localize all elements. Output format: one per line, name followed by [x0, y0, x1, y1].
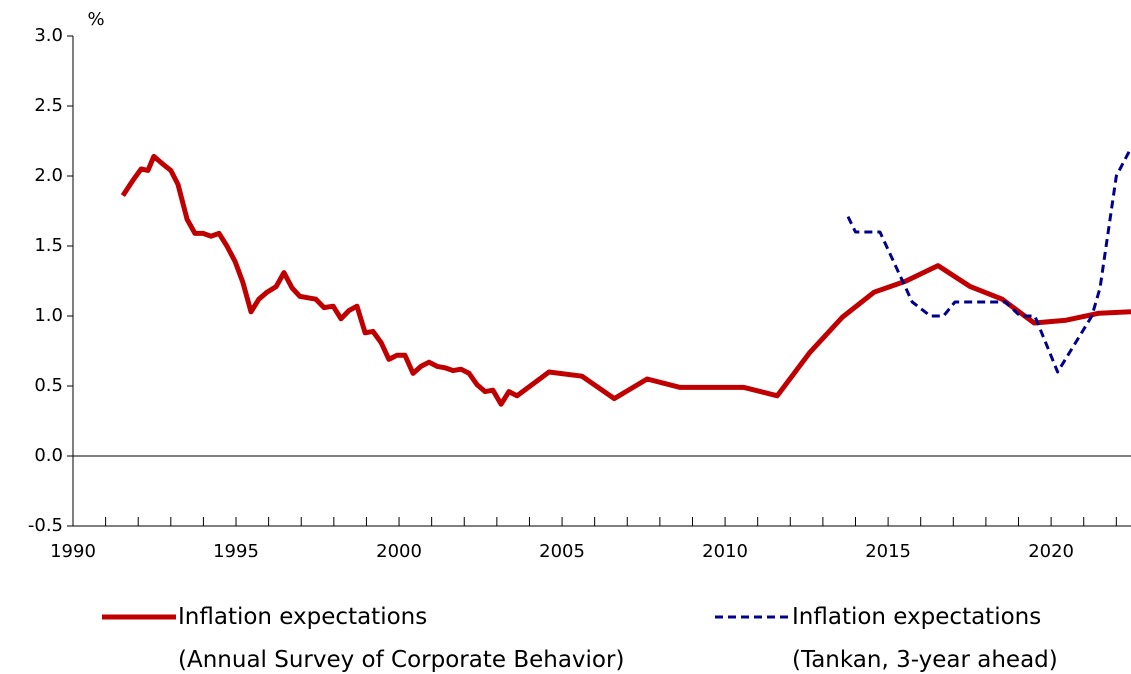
legend-label: Inflation expectations (Annual Survey of…	[178, 604, 625, 673]
series-line	[120, 153, 1131, 407]
y-tick-label: 2.5	[34, 95, 63, 116]
y-tick-label: 0.5	[34, 375, 63, 396]
y-tick-label: 1.0	[34, 305, 63, 326]
x-tick-label: 1995	[213, 541, 259, 562]
x-tick-label: 2010	[702, 541, 748, 562]
legend-swatch	[715, 615, 791, 619]
x-tick-label: 2005	[539, 541, 585, 562]
y-tick-label: 3.0	[34, 25, 63, 46]
x-tick-label: 2000	[376, 541, 422, 562]
y-tick-label: -0.5	[28, 515, 63, 536]
y-tick-label: 1.5	[34, 235, 63, 256]
legend-label: Inflation expectations (Tankan, 3-year a…	[792, 604, 1058, 673]
legend-swatch	[102, 614, 176, 620]
series-line	[846, 147, 1131, 374]
x-tick-label: 1990	[50, 541, 96, 562]
x-tick-label: 2020	[1028, 541, 1074, 562]
x-tick-label: 2015	[865, 541, 911, 562]
y-tick-label: 0.0	[34, 445, 63, 466]
y-tick-label: 2.0	[34, 165, 63, 186]
y-axis-unit: %	[87, 9, 104, 30]
